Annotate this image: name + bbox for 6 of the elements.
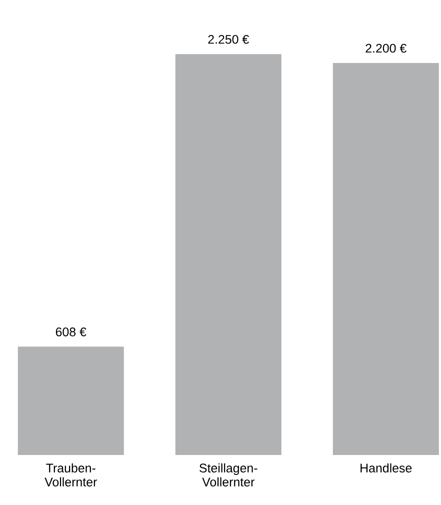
data-label: 2.250 € <box>208 34 249 44</box>
data-label: 608 € <box>56 328 86 336</box>
x-tick-label: Trauben-Vollernter <box>44 463 97 486</box>
x-tick-label: Handlese <box>360 463 412 472</box>
x-tick-label: Steillagen-Vollernter <box>200 463 258 486</box>
data-label: 2.200 € <box>366 44 406 53</box>
